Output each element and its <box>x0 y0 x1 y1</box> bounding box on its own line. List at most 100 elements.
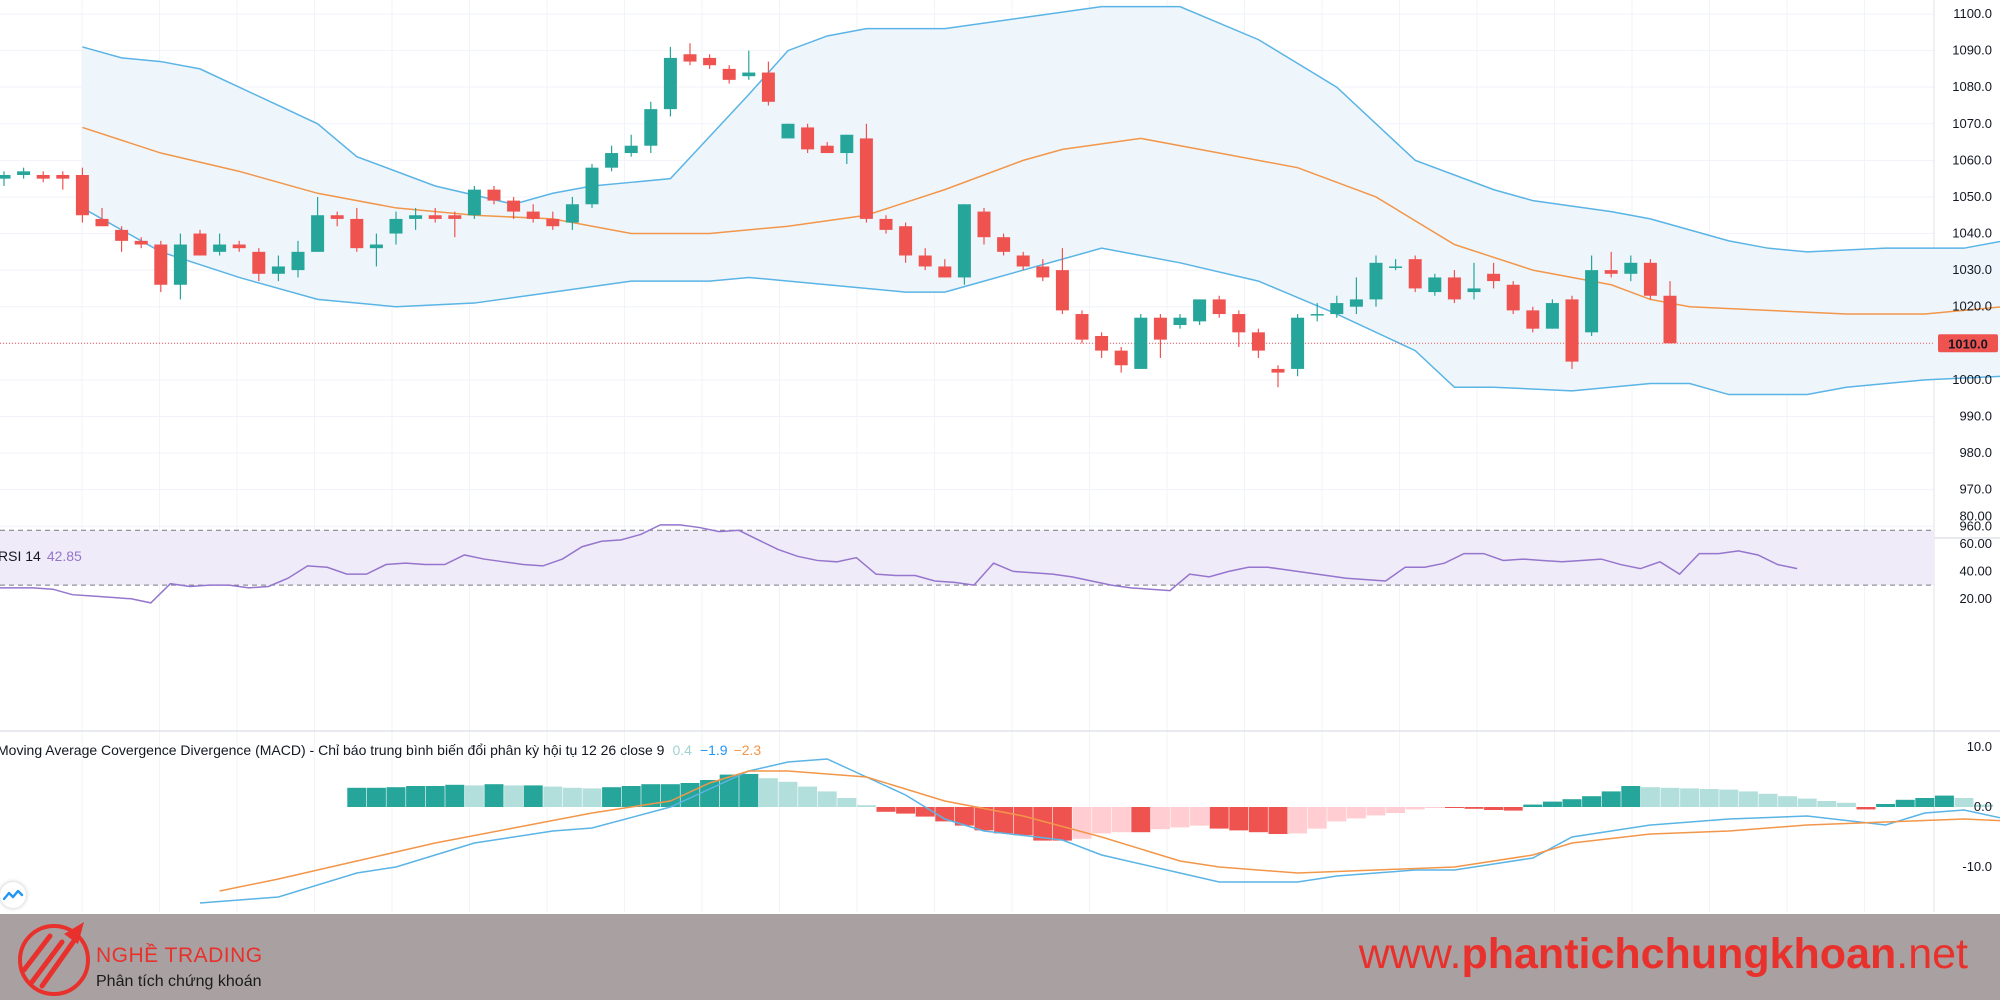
macd-histogram-bar <box>700 780 720 807</box>
candle-body <box>56 174 70 179</box>
macd-histogram-bar <box>1150 807 1170 830</box>
candle-body <box>683 54 697 62</box>
candle-body <box>1487 273 1501 282</box>
candle <box>1565 295 1579 369</box>
macd-histogram-bar <box>1248 807 1268 833</box>
candle-body <box>193 233 207 256</box>
candle <box>75 167 89 223</box>
macd-histogram-bar <box>1444 807 1464 808</box>
candle <box>1055 248 1069 315</box>
candle-body <box>173 244 187 285</box>
candle-body <box>1212 299 1226 315</box>
candle-body <box>546 218 560 227</box>
candle-body <box>703 57 717 66</box>
macd-histogram-bar <box>1934 795 1954 807</box>
candle-body <box>840 134 854 154</box>
candle-body <box>467 189 481 216</box>
candle-body <box>801 127 815 150</box>
candle <box>1349 277 1363 315</box>
candle-body <box>232 244 246 249</box>
candle-body <box>1075 314 1089 340</box>
candle-body <box>448 215 462 219</box>
macd-signal-line <box>219 770 2000 892</box>
macd-histogram-bar <box>1386 807 1406 813</box>
macd-histogram-bar <box>425 786 445 807</box>
candle-body <box>742 72 756 77</box>
candle <box>1487 262 1501 289</box>
candle <box>703 54 717 69</box>
price-tick-label: 1100.0 <box>1953 6 1992 21</box>
macd-histogram-bar <box>386 787 406 807</box>
candle <box>1545 299 1559 329</box>
candle-body <box>1193 299 1207 322</box>
macd-histogram-bar <box>1856 807 1876 810</box>
candle <box>1604 251 1618 278</box>
bollinger-band-fill <box>82 6 2000 395</box>
price-axis[interactable]: 1100.0 1090.0 1080.0 1070.0 1060.0 1050.0 1040… <box>1938 6 1998 874</box>
candle <box>1643 259 1657 300</box>
candle-body <box>1604 270 1618 274</box>
candle-body <box>1095 335 1109 351</box>
macd-histogram-bar <box>464 785 484 807</box>
candle-body <box>1545 303 1559 329</box>
candle <box>56 171 70 190</box>
macd-tick-label: 10.0 <box>1967 739 1992 754</box>
candle-body <box>369 244 383 249</box>
candle <box>1232 310 1246 347</box>
price-pane[interactable] <box>0 5 2000 396</box>
macd-histogram-bar <box>1484 807 1504 810</box>
macd-histogram-bar <box>1425 807 1445 808</box>
macd-histogram-bar <box>1817 801 1837 807</box>
candle-body <box>1153 317 1167 340</box>
candle <box>350 207 364 252</box>
candle-body <box>1389 266 1403 268</box>
candle <box>1212 295 1226 318</box>
candle <box>271 255 285 282</box>
macd-histogram-bar <box>1778 796 1798 807</box>
candle-body <box>291 251 305 271</box>
macd-histogram-bar <box>1170 807 1190 828</box>
candle <box>448 211 462 238</box>
rsi-title: RSI 14 42.85 <box>0 548 82 564</box>
candle-body <box>781 123 795 139</box>
macd-histogram-bar <box>856 805 876 807</box>
macd-histogram-bar <box>1111 807 1131 833</box>
macd-histogram-bar <box>1974 804 1994 807</box>
macd-histogram-bar <box>1954 798 1974 807</box>
price-tick-label: 1090.0 <box>1952 43 1992 58</box>
candle-body <box>1467 288 1481 293</box>
candle <box>546 211 560 230</box>
candle <box>683 43 697 66</box>
tradingview-logo-icon[interactable] <box>0 882 26 908</box>
macd-histogram-bar <box>641 784 661 807</box>
candle <box>467 185 481 219</box>
candle-body <box>1369 262 1383 300</box>
macd-histogram-bar <box>445 784 465 807</box>
candle <box>565 196 579 230</box>
candle <box>291 240 305 278</box>
candle-body <box>1232 314 1246 333</box>
candle-body <box>75 174 89 216</box>
candle-body <box>1349 299 1363 307</box>
candle-body <box>624 145 638 154</box>
candle-body <box>761 72 775 102</box>
candle-body <box>918 255 932 267</box>
rsi-pane[interactable] <box>0 524 1934 604</box>
macd-histogram-bar <box>621 786 641 807</box>
macd-pane[interactable] <box>199 758 2000 904</box>
macd-histogram-bar <box>739 774 759 807</box>
candle <box>193 229 207 256</box>
candle <box>1075 310 1089 344</box>
macd-histogram-bar <box>1464 807 1484 809</box>
macd-histogram-bar <box>1033 807 1053 841</box>
macd-histogram-bar <box>1601 791 1621 807</box>
candle-body <box>311 215 325 252</box>
price-tick-label: 990.0 <box>1959 408 1992 423</box>
candle <box>1016 251 1030 271</box>
candle <box>761 61 775 106</box>
candle-body <box>1036 266 1050 278</box>
macd-histogram-bar <box>1366 807 1386 816</box>
price-tick-label: 1070.0 <box>1952 116 1992 131</box>
candle <box>938 259 952 278</box>
